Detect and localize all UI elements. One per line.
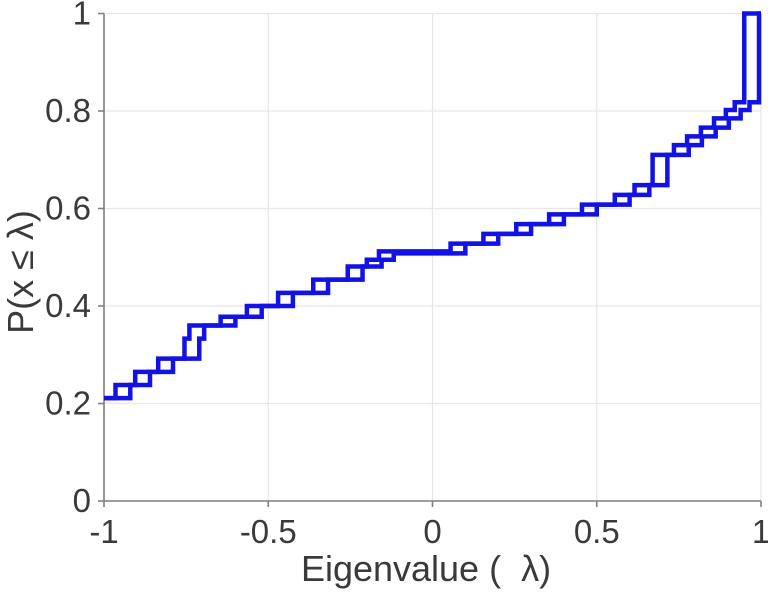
- ecdf-curve-2: [104, 11, 761, 401]
- y-tick-label: 0: [73, 482, 91, 519]
- x-tick-label: 0: [423, 513, 441, 550]
- y-tick-label: 0.4: [45, 287, 91, 324]
- tick-label-layer: -1 -0.5 0 0.5 1 0 0.2 0.4 0.6 0.8 1: [45, 0, 768, 550]
- y-tick-label: 0.6: [45, 190, 91, 227]
- y-tick-label: 0.2: [45, 385, 91, 422]
- x-tick-label: -1: [89, 513, 118, 550]
- x-axis-label: Eigenvalue ( λ): [301, 548, 551, 589]
- x-tick-label: -0.5: [240, 513, 297, 550]
- axis-layer: [98, 12, 762, 507]
- x-tick-label: 0.5: [574, 513, 620, 550]
- y-tick-label: 1: [73, 0, 91, 32]
- y-tick-label: 0.8: [45, 92, 91, 129]
- y-axis-label: P(x ≤ λ): [0, 210, 41, 334]
- x-tick-label: 1: [752, 513, 768, 550]
- grid-layer: [103, 12, 762, 502]
- series-layer: [104, 11, 762, 401]
